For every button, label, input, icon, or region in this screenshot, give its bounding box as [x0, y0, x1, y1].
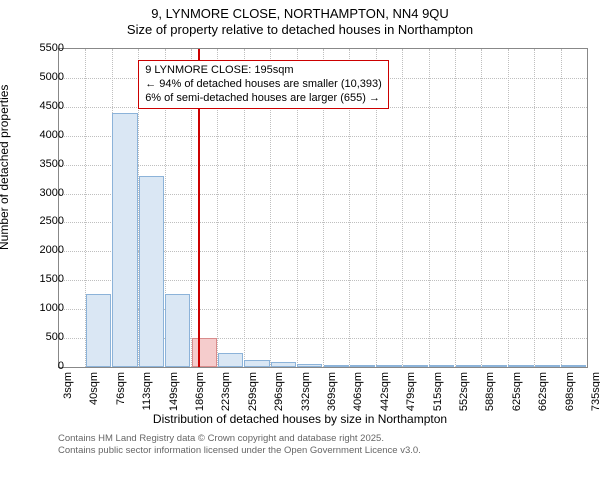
x-tick-label: 515sqm — [432, 372, 444, 411]
histogram-bar — [324, 365, 349, 367]
x-tick-label: 113sqm — [141, 372, 153, 410]
x-tick-label: 149sqm — [168, 372, 180, 411]
grid-line-v — [534, 49, 535, 367]
y-tick-label: 1500 — [20, 273, 64, 285]
y-tick-label: 1000 — [20, 302, 64, 314]
page-title: 9, LYNMORE CLOSE, NORTHAMPTON, NN4 9QU — [0, 6, 600, 22]
x-tick-label: 296sqm — [273, 372, 285, 411]
y-tick-label: 4000 — [20, 129, 64, 141]
x-tick-label: 223sqm — [220, 372, 232, 411]
x-tick-label: 662sqm — [537, 372, 549, 411]
histogram-bar — [535, 365, 560, 367]
x-tick-label: 3sqm — [62, 372, 74, 399]
x-tick-label: 588sqm — [484, 372, 496, 411]
histogram-bar — [218, 353, 243, 367]
histogram-bar — [376, 365, 401, 367]
chart-container: Number of detached properties 9 LYNMORE … — [0, 40, 600, 460]
y-tick-label: 2500 — [20, 215, 64, 227]
annotation-box: 9 LYNMORE CLOSE: 195sqm← 94% of detached… — [138, 60, 389, 109]
x-axis-label: Distribution of detached houses by size … — [0, 412, 600, 426]
x-tick-label: 40sqm — [88, 372, 100, 405]
x-tick-label: 186sqm — [194, 372, 206, 411]
y-tick-label: 3500 — [20, 158, 64, 170]
x-tick-label: 735sqm — [590, 372, 600, 411]
y-tick-label: 5500 — [20, 42, 64, 54]
annotation-line: ← 94% of detached houses are smaller (10… — [145, 78, 382, 92]
x-tick-label: 479sqm — [405, 372, 417, 411]
x-tick-label: 369sqm — [326, 372, 338, 411]
histogram-bar — [139, 176, 164, 367]
footer-line: Contains public sector information licen… — [58, 445, 421, 456]
histogram-bar — [508, 365, 533, 367]
histogram-bar — [456, 365, 481, 367]
histogram-bar — [244, 360, 269, 367]
grid-line-v — [429, 49, 430, 367]
histogram-bar-highlight — [192, 338, 217, 367]
histogram-bar — [271, 362, 296, 367]
plot-area: 9 LYNMORE CLOSE: 195sqm← 94% of detached… — [58, 48, 588, 368]
histogram-bar — [403, 365, 428, 367]
y-tick-label: 5000 — [20, 71, 64, 83]
histogram-bar — [350, 365, 375, 367]
grid-line-v — [508, 49, 509, 367]
x-tick-label: 442sqm — [379, 372, 391, 411]
histogram-bar — [112, 113, 137, 367]
histogram-bar — [561, 365, 586, 367]
y-tick-label: 2000 — [20, 244, 64, 256]
x-tick-label: 259sqm — [247, 372, 259, 411]
x-tick-label: 76sqm — [115, 372, 127, 405]
histogram-bar — [297, 364, 322, 367]
histogram-bar — [482, 365, 507, 367]
x-tick-label: 625sqm — [511, 372, 523, 411]
histogram-bar — [429, 365, 454, 367]
annotation-line: 9 LYNMORE CLOSE: 195sqm — [145, 64, 382, 78]
annotation-line: 6% of semi-detached houses are larger (6… — [145, 92, 382, 106]
y-tick-label: 0 — [20, 360, 64, 372]
y-axis-label: Number of detached properties — [0, 85, 11, 250]
y-tick-label: 3000 — [20, 187, 64, 199]
x-tick-label: 552sqm — [458, 372, 470, 411]
page-subtitle: Size of property relative to detached ho… — [0, 22, 600, 38]
footer-line: Contains HM Land Registry data © Crown c… — [58, 433, 421, 444]
grid-line-v — [561, 49, 562, 367]
x-tick-label: 698sqm — [564, 372, 576, 411]
histogram-bar — [165, 294, 190, 367]
x-tick-label: 406sqm — [352, 372, 364, 411]
x-tick-label: 332sqm — [300, 372, 312, 411]
grid-line-v — [455, 49, 456, 367]
grid-line-v — [481, 49, 482, 367]
histogram-bar — [86, 294, 111, 367]
y-tick-label: 500 — [20, 331, 64, 343]
attribution-footer: Contains HM Land Registry data © Crown c… — [58, 433, 421, 456]
y-tick-label: 4500 — [20, 100, 64, 112]
grid-line-v — [402, 49, 403, 367]
